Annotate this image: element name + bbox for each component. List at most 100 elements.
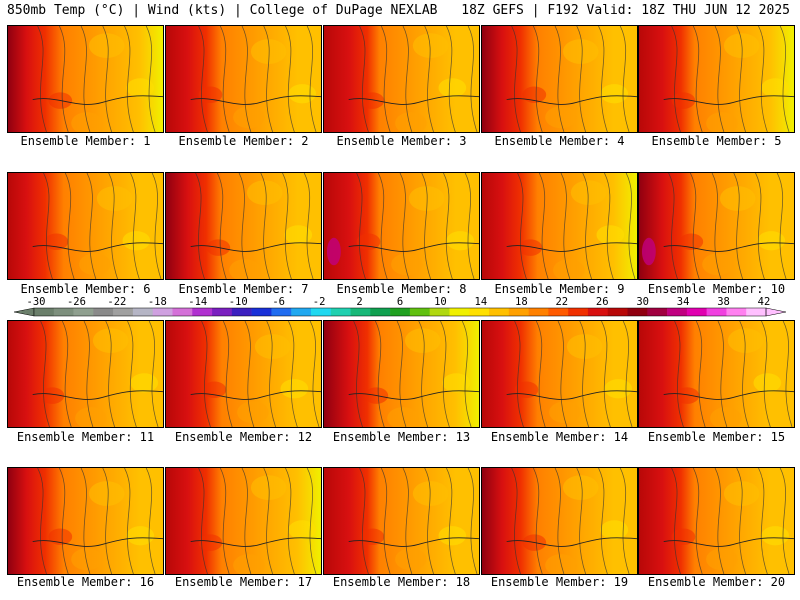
ensemble-member-label: Ensemble Member: 6 (20, 282, 151, 296)
colorbar-swatch (686, 308, 707, 316)
colorbar-swatch (568, 308, 589, 316)
ensemble-member-label: Ensemble Member: 14 (490, 430, 629, 444)
colorbar-swatch (231, 308, 252, 316)
colorbar-tick-label: 34 (677, 296, 690, 308)
ensemble-member-label: Ensemble Member: 15 (647, 430, 786, 444)
colorbar-swatch (113, 308, 134, 316)
ensemble-member-label: Ensemble Member: 16 (16, 575, 155, 589)
colorbar-tick-label: 6 (397, 296, 403, 308)
colorbar-tick-label: -2 (313, 296, 326, 308)
ensemble-member-map-17 (165, 467, 322, 575)
ensemble-member-label: Ensemble Member: 8 (336, 282, 467, 296)
ensemble-member-map-11 (7, 320, 164, 428)
colorbar-tick-label: -6 (272, 296, 285, 308)
ensemble-member-label: Ensemble Member: 4 (494, 134, 625, 148)
colorbar-tick-label: -22 (107, 296, 126, 308)
colorbar-swatch (172, 308, 193, 316)
colorbar-swatch (34, 308, 55, 316)
colorbar-swatch (271, 308, 292, 316)
ensemble-member-map-16 (7, 467, 164, 575)
colorbar-swatch (429, 308, 450, 316)
ensemble-member-label: Ensemble Member: 13 (332, 430, 471, 444)
ensemble-member-map-3 (323, 25, 480, 133)
colorbar-tick-label: -10 (229, 296, 248, 308)
colorbar-swatch (409, 308, 430, 316)
colorbar-tick-label: -30 (27, 296, 46, 308)
ensemble-member-label: Ensemble Member: 19 (490, 575, 629, 589)
ensemble-member-map-4 (481, 25, 638, 133)
colorbar-swatch (508, 308, 529, 316)
ensemble-member-map-6 (7, 172, 164, 280)
ensemble-member-map-10 (638, 172, 795, 280)
colorbar-tick-label: -26 (67, 296, 86, 308)
colorbar-tick-label: -18 (148, 296, 167, 308)
model-run-valid-time: 18Z GEFS | F192 Valid: 18Z THU JUN 12 20… (461, 3, 790, 18)
ensemble-member-map-1 (7, 25, 164, 133)
ensemble-member-map-19 (481, 467, 638, 575)
colorbar-swatch (627, 308, 648, 316)
ensemble-member-map-15 (638, 320, 795, 428)
ensemble-member-map-7 (165, 172, 322, 280)
colorbar-swatch (746, 308, 767, 316)
colorbar-swatch (53, 308, 74, 316)
colorbar-tick-label: 18 (515, 296, 528, 308)
colorbar-tick-label: 2 (356, 296, 362, 308)
colorbar-swatch (152, 308, 173, 316)
colorbar-swatch (251, 308, 272, 316)
colorbar-swatch (706, 308, 727, 316)
ensemble-member-map-8 (323, 172, 480, 280)
colorbar-tick-label: 26 (596, 296, 609, 308)
colorbar-tick-label: 22 (555, 296, 568, 308)
colorbar-swatch (310, 308, 332, 316)
ensemble-member-map-5 (638, 25, 795, 133)
colorbar-swatch (192, 308, 213, 316)
temperature-colorbar: -30 -26 -22 -18 -14 -10 -6 -2 2 6 10 14 18 22 26 30 34 38… (13, 296, 787, 317)
colorbar-tick-label: 14 (475, 296, 488, 308)
colorbar-swatch (73, 308, 94, 316)
ensemble-member-map-20 (638, 467, 795, 575)
ensemble-member-label: Ensemble Member: 17 (174, 575, 313, 589)
colorbar-swatch (330, 308, 351, 316)
ensemble-member-label: Ensemble Member: 7 (178, 282, 309, 296)
ensemble-member-label: Ensemble Member: 2 (178, 134, 309, 148)
ensemble-member-map-2 (165, 25, 322, 133)
colorbar-swatch (390, 308, 411, 316)
colorbar-swatch (726, 308, 747, 316)
ensemble-member-label: Ensemble Member: 1 (20, 134, 151, 148)
colorbar-swatch (647, 308, 668, 316)
ensemble-member-label: Ensemble Member: 12 (174, 430, 313, 444)
colorbar-swatch (489, 308, 510, 316)
ensemble-member-label: Ensemble Member: 9 (494, 282, 625, 296)
ensemble-member-label: Ensemble Member: 5 (651, 134, 782, 148)
colorbar-tick-label: 10 (434, 296, 447, 308)
colorbar-swatch (607, 308, 628, 316)
colorbar-tick-label: 42 (758, 296, 771, 308)
ensemble-member-label: Ensemble Member: 11 (16, 430, 155, 444)
colorbar-swatch (469, 308, 490, 316)
colorbar-tick-label: -14 (188, 296, 207, 308)
colorbar-swatch (587, 308, 609, 316)
colorbar-tick-label: 38 (717, 296, 730, 308)
colorbar-swatch (212, 308, 233, 316)
colorbar-swatch (528, 308, 549, 316)
colorbar-swatch (350, 308, 371, 316)
colorbar-tick-label: 30 (636, 296, 649, 308)
ensemble-member-label: Ensemble Member: 20 (647, 575, 786, 589)
ensemble-member-map-14 (481, 320, 638, 428)
colorbar-swatch (291, 308, 312, 316)
colorbar-swatch (370, 308, 391, 316)
ensemble-member-map-12 (165, 320, 322, 428)
colorbar-low-arrow (13, 307, 35, 317)
ensemble-member-map-9 (481, 172, 638, 280)
colorbar-swatch (132, 308, 154, 316)
ensemble-member-label: Ensemble Member: 18 (332, 575, 471, 589)
ensemble-member-map-18 (323, 467, 480, 575)
map-title: 850mb Temp (°C) | Wind (kts) | College o… (7, 3, 438, 18)
colorbar-swatch (667, 308, 688, 316)
colorbar-swatch (93, 308, 114, 316)
ensemble-member-label: Ensemble Member: 3 (336, 134, 467, 148)
colorbar-high-arrow (765, 307, 787, 317)
ensemble-member-map-13 (323, 320, 480, 428)
ensemble-member-label: Ensemble Member: 10 (647, 282, 786, 296)
colorbar-swatch (449, 308, 470, 316)
